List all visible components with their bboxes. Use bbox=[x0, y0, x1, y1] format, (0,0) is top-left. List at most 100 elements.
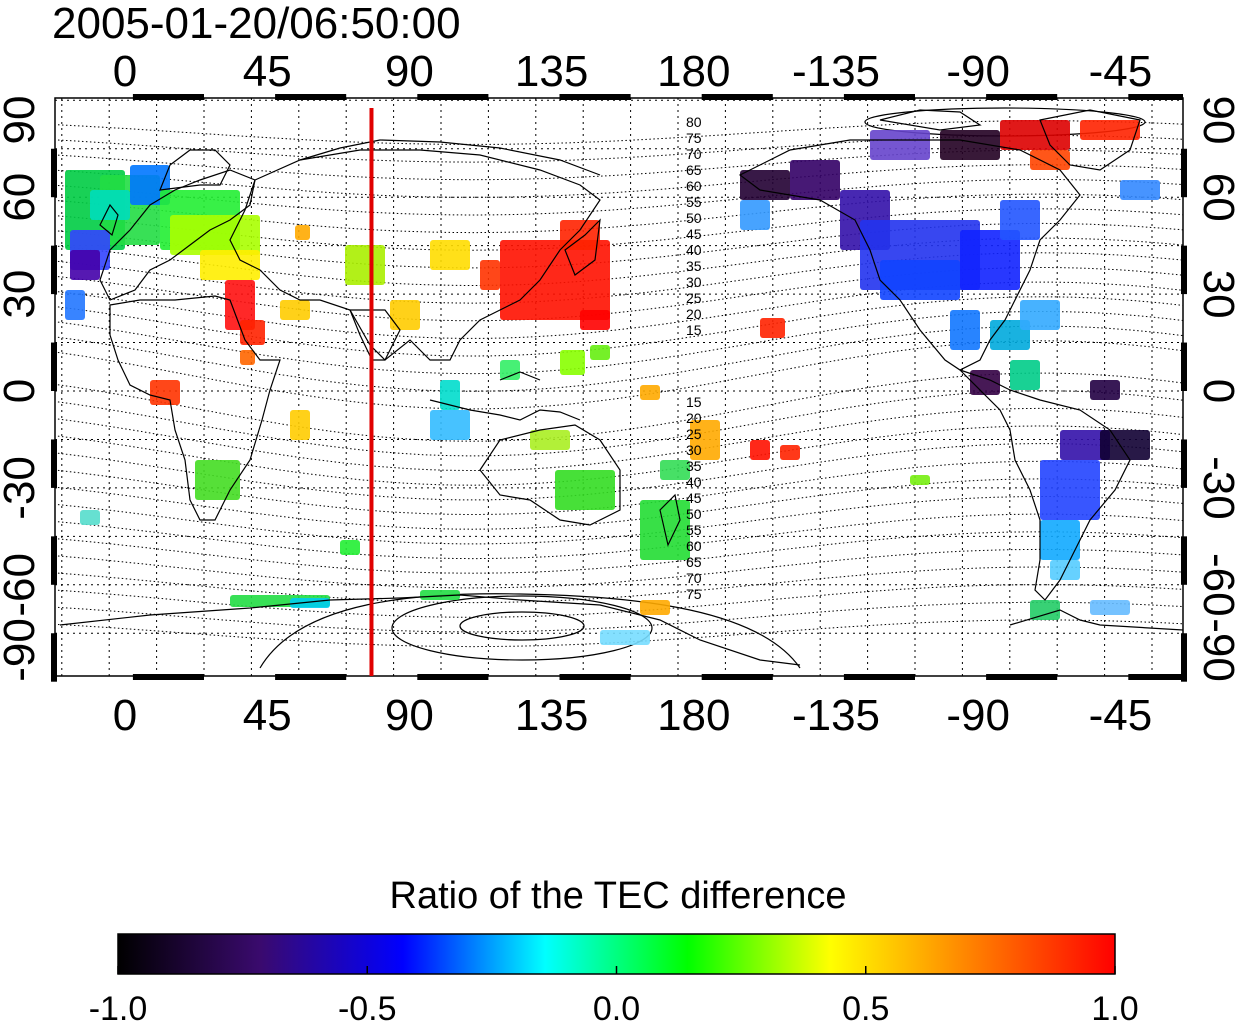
tec-patch bbox=[1000, 120, 1070, 150]
coastline bbox=[738, 139, 1081, 371]
frame-bar bbox=[986, 94, 1058, 100]
tec-patch bbox=[70, 250, 100, 280]
tec-patch bbox=[440, 380, 460, 410]
frame-bar bbox=[417, 674, 489, 680]
tec-patch bbox=[1060, 430, 1110, 460]
frame-bar bbox=[1181, 148, 1187, 198]
lon-tick-label-top: -45 bbox=[1089, 47, 1153, 96]
contour-label: 35 bbox=[686, 458, 702, 474]
tec-patch bbox=[790, 160, 840, 200]
lon-tick-label-top: -90 bbox=[946, 47, 1010, 96]
contour-label: 35 bbox=[686, 258, 702, 274]
contour-label: 55 bbox=[686, 522, 702, 538]
tec-patch bbox=[560, 220, 600, 250]
polar-contour bbox=[459, 611, 585, 641]
tec-patch bbox=[530, 430, 570, 450]
lat-tick-label-right: -90 bbox=[1194, 618, 1240, 682]
lon-tick-label-bottom: 0 bbox=[113, 691, 137, 740]
frame-bar bbox=[132, 94, 204, 100]
tec-patch bbox=[80, 510, 100, 525]
contour-label: 65 bbox=[686, 554, 702, 570]
tec-patch bbox=[740, 170, 790, 200]
tec-patch bbox=[295, 225, 310, 240]
frame-bar bbox=[51, 536, 57, 585]
tec-ratio-data bbox=[65, 120, 1160, 645]
mag-contour bbox=[55, 495, 1183, 545]
frame-bar bbox=[559, 94, 631, 100]
tec-patch bbox=[1080, 120, 1140, 140]
frame-bar bbox=[275, 674, 347, 680]
lon-tick-label-bottom: -90 bbox=[946, 691, 1010, 740]
coastline bbox=[159, 149, 231, 191]
frame-bar bbox=[1128, 94, 1183, 100]
coastline bbox=[429, 371, 581, 421]
coastline bbox=[959, 369, 1131, 601]
tec-patch bbox=[500, 240, 610, 320]
mag-contour bbox=[55, 566, 1183, 604]
frame-bar bbox=[275, 94, 347, 100]
contour-label: 75 bbox=[686, 130, 702, 146]
polar-contour bbox=[391, 595, 653, 661]
frame-bar bbox=[1128, 674, 1183, 680]
coastline bbox=[349, 309, 401, 361]
lon-tick-label-bottom: -135 bbox=[792, 691, 880, 740]
lat-tick-label-left: -30 bbox=[0, 456, 44, 520]
contour-label: 70 bbox=[686, 146, 702, 162]
mag-contour bbox=[55, 584, 1183, 618]
tec-patch bbox=[660, 460, 690, 480]
tec-patch bbox=[1040, 460, 1100, 520]
tec-patch bbox=[150, 380, 180, 405]
mag-contour bbox=[55, 548, 1183, 589]
lon-tick-label-bottom: 180 bbox=[657, 691, 730, 740]
frame-bar bbox=[843, 94, 915, 100]
tec-patch bbox=[880, 260, 960, 300]
tec-patch bbox=[1090, 380, 1120, 400]
tec-patch bbox=[910, 475, 930, 485]
tec-patch bbox=[1010, 360, 1040, 390]
lon-tick-label-top: 0 bbox=[113, 47, 137, 96]
lat-tick-label-right: 90 bbox=[1194, 96, 1240, 145]
tec-patch bbox=[1020, 300, 1060, 330]
mag-contour bbox=[55, 390, 1183, 457]
lat-tick-label-right: -60 bbox=[1194, 553, 1240, 617]
mag-contour bbox=[55, 513, 1183, 560]
mag-contour bbox=[55, 407, 1183, 472]
lat-tick-label-right: -30 bbox=[1194, 456, 1240, 520]
tec-patch bbox=[560, 350, 585, 375]
contour-label: 15 bbox=[686, 322, 702, 338]
contour-label: 60 bbox=[686, 178, 702, 194]
contour-label: 45 bbox=[686, 226, 702, 242]
tec-patch bbox=[690, 420, 720, 460]
frame-bar bbox=[701, 674, 773, 680]
tec-patch bbox=[430, 240, 470, 270]
tec-patch bbox=[290, 410, 310, 440]
frame-bar bbox=[51, 245, 57, 295]
frame-bar bbox=[51, 633, 57, 682]
frame-bar bbox=[559, 674, 631, 680]
coastline bbox=[564, 218, 601, 276]
mag-contour bbox=[55, 164, 1183, 198]
contour-label: 25 bbox=[686, 426, 702, 442]
lon-tick-label-top: 135 bbox=[515, 47, 588, 96]
tec-patch bbox=[640, 385, 660, 400]
contour-label: 25 bbox=[686, 290, 702, 306]
contour-label: 45 bbox=[686, 490, 702, 506]
tec-patch bbox=[870, 130, 930, 160]
frame-bar bbox=[1181, 245, 1187, 295]
tec-patch bbox=[940, 130, 1000, 160]
frame-bar bbox=[51, 342, 57, 391]
mag-contour bbox=[55, 134, 1183, 163]
frame-bar bbox=[1181, 439, 1187, 488]
coastlines bbox=[59, 109, 1183, 666]
contour-label: 15 bbox=[686, 394, 702, 410]
lat-tick-label-left: 90 bbox=[0, 96, 44, 145]
tec-patch bbox=[500, 360, 520, 380]
tec-patch bbox=[345, 245, 385, 285]
coastline bbox=[879, 109, 982, 131]
graticule bbox=[55, 98, 1183, 676]
coastline bbox=[299, 139, 601, 176]
tec-patch bbox=[225, 280, 255, 330]
map-axes: 0045459090135135180180-135-135-90-90-45-… bbox=[0, 47, 1240, 740]
frame-bar bbox=[701, 94, 773, 100]
